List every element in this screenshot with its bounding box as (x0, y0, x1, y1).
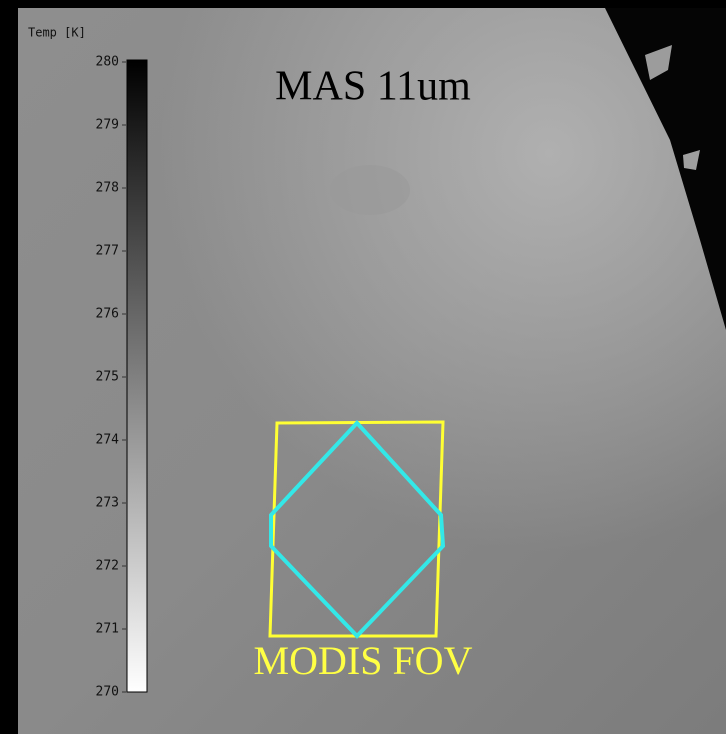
image-glow (18, 8, 726, 734)
colorbar-label: Temp [K] (28, 26, 86, 40)
colorbar-tick-label: 274 (96, 433, 120, 448)
title: MAS 11um (275, 64, 471, 110)
colorbar-tick-label: 271 (96, 622, 119, 637)
colorbar-tick-label: 276 (96, 307, 119, 322)
annotation: MODIS FOV (254, 638, 473, 683)
colorbar-tick-label: 275 (96, 370, 119, 385)
colorbar-tick-label: 270 (96, 685, 119, 700)
colorbar-tick-label: 280 (96, 55, 119, 70)
colorbar-tick-label: 277 (96, 244, 119, 259)
colorbar-tick-label: 273 (96, 496, 119, 511)
cloud (330, 165, 410, 215)
colorbar-tick-label: 279 (96, 118, 119, 133)
scene: Temp [K] MAS 11um MODIS FOV 270 271 272 273… (0, 0, 726, 734)
colorbar-tick-label: 272 (96, 559, 119, 574)
colorbar (127, 60, 147, 692)
colorbar-tick-label: 278 (96, 181, 119, 196)
